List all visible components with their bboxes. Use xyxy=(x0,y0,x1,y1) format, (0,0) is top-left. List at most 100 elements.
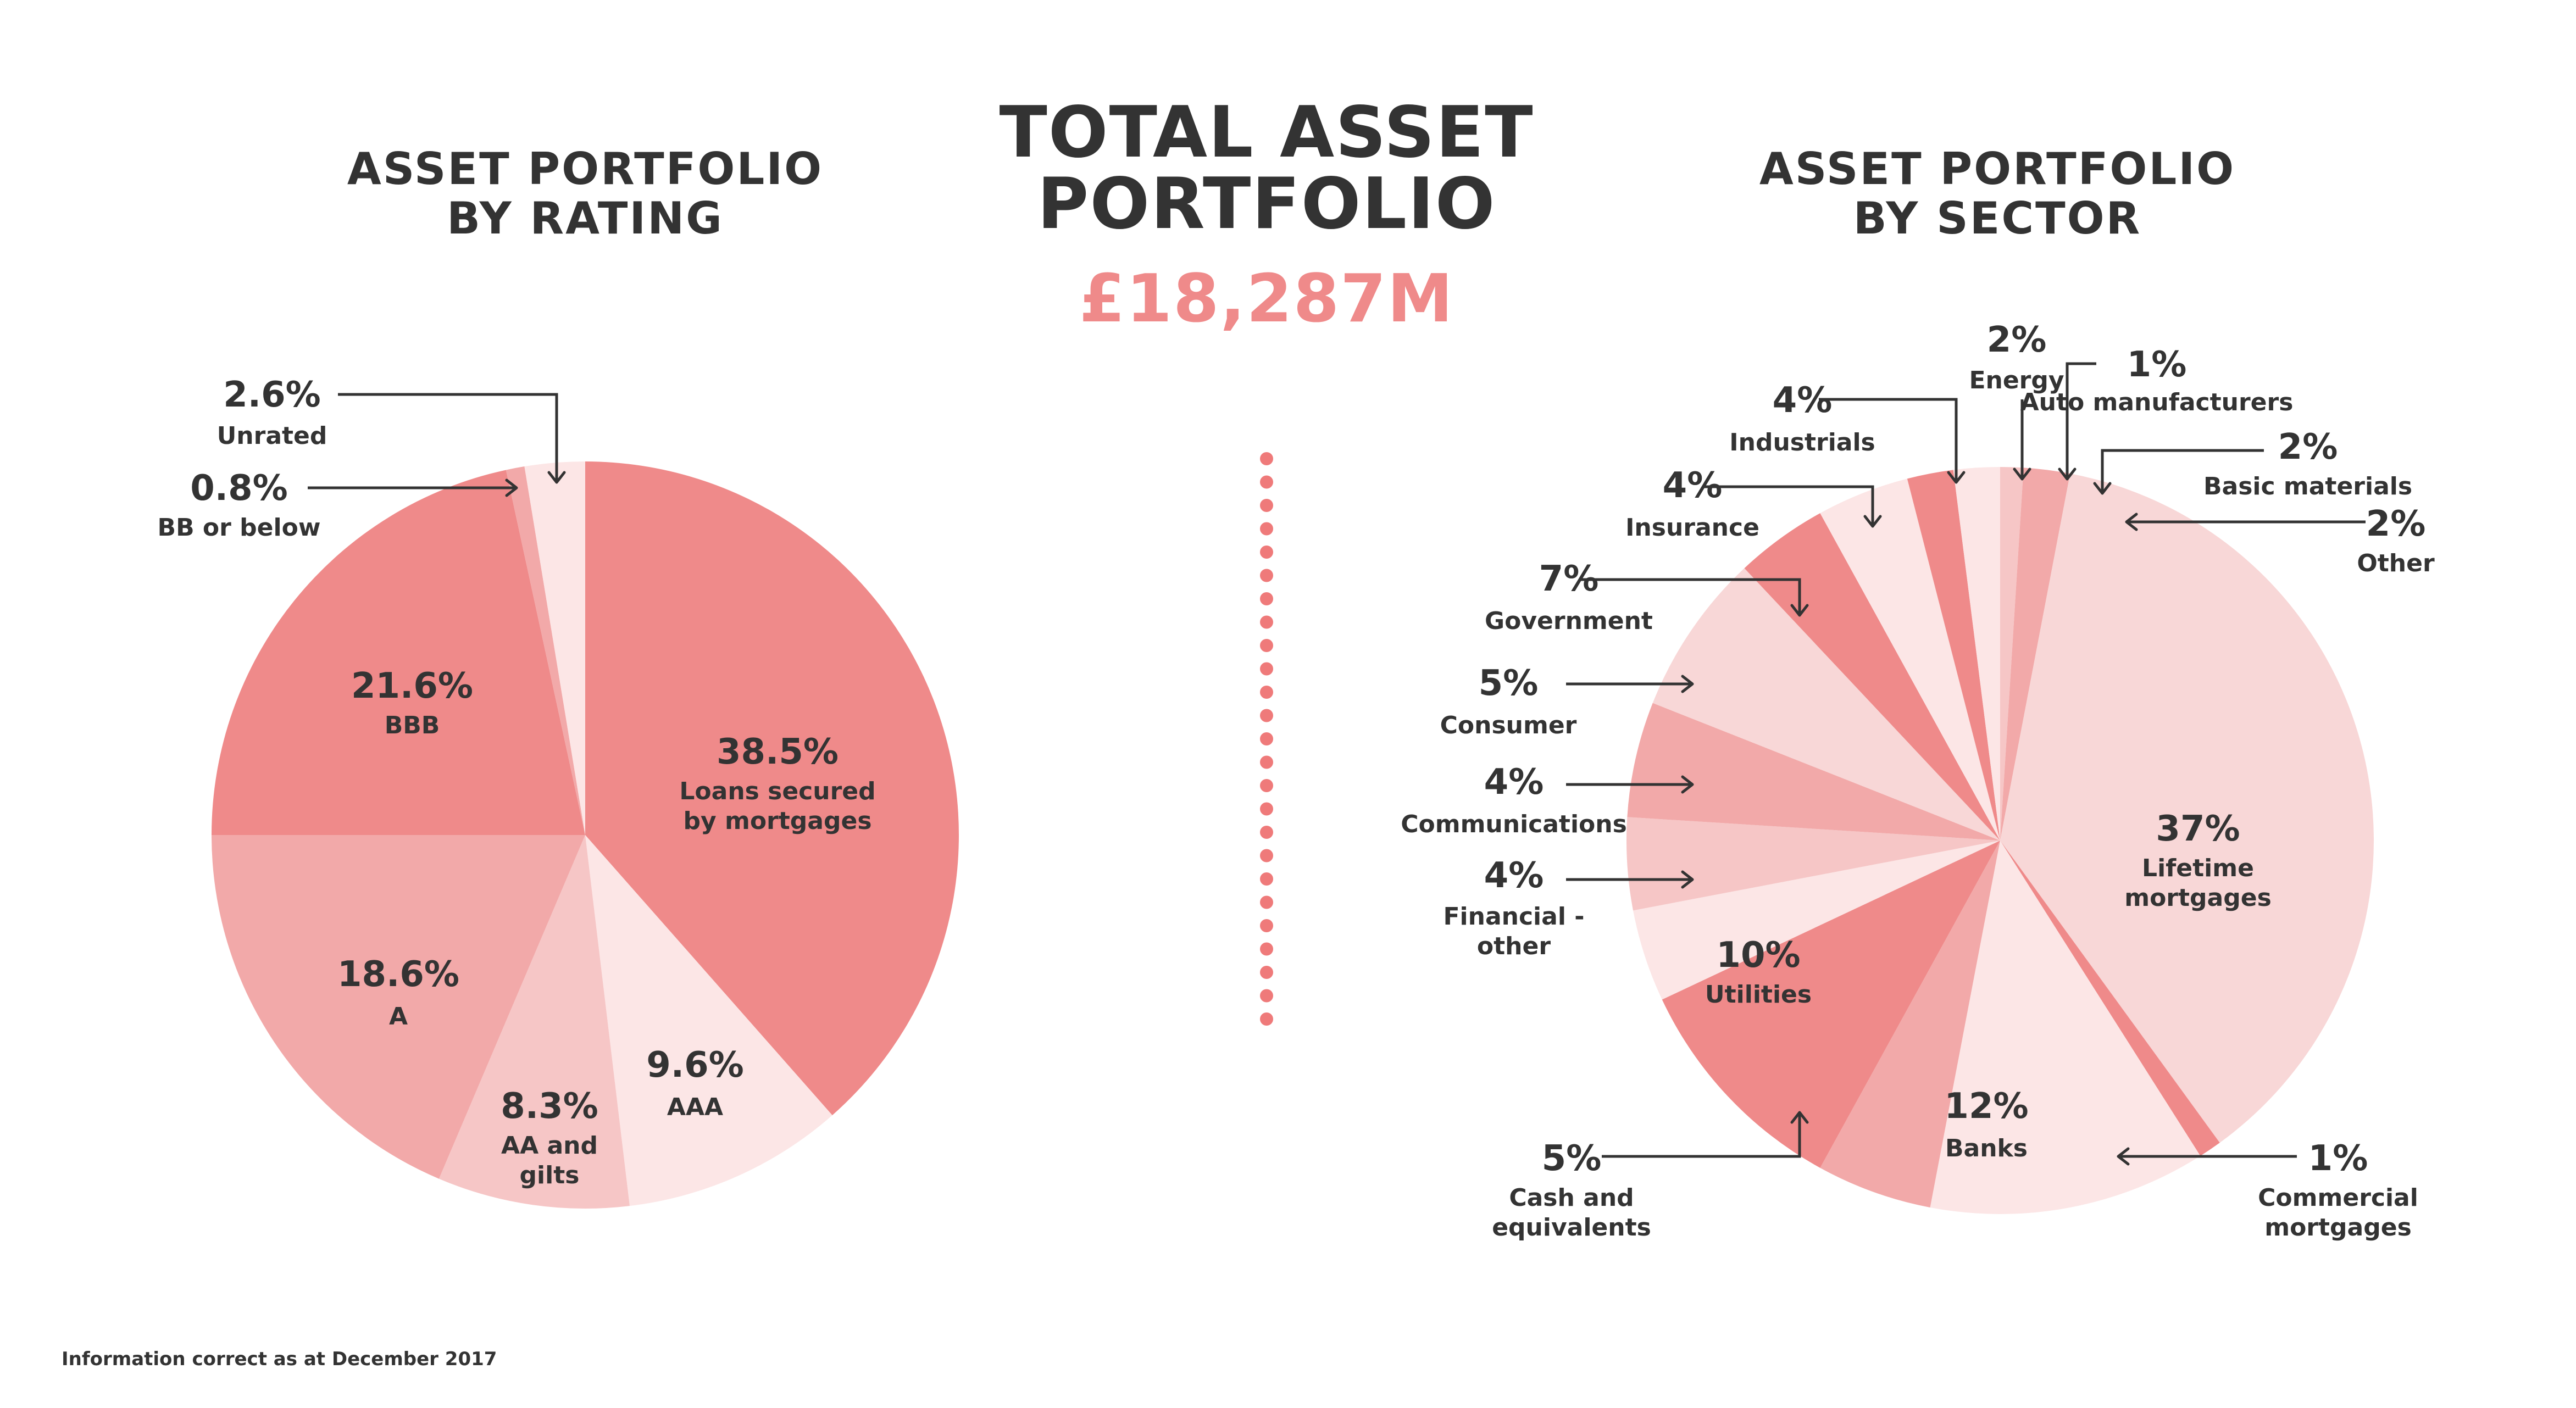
slice-label: Communications xyxy=(1401,810,1627,838)
divider-dot xyxy=(1260,522,1273,536)
slice-percentage: 37% xyxy=(2156,809,2240,849)
slice-percentage: 4% xyxy=(1484,855,1544,896)
arrow-head xyxy=(547,471,566,484)
leader-line xyxy=(338,393,558,482)
divider-dot xyxy=(1260,849,1273,862)
divider-dot xyxy=(1260,592,1273,605)
slice-percentage: 2% xyxy=(2366,504,2426,544)
divider-dot xyxy=(1260,826,1273,839)
sector-pie-slice xyxy=(1820,478,2000,841)
sector-pie-slice xyxy=(1953,467,2000,841)
leader-line xyxy=(1819,398,1958,482)
slice-label: Lifetime xyxy=(2142,854,2254,882)
slice-percentage: 2% xyxy=(2278,427,2338,468)
sector-pie-slice xyxy=(2000,468,2070,841)
rating-pie-slice xyxy=(585,461,959,1116)
slice-label: Cash and xyxy=(1509,1184,1634,1212)
rating-pie-slice xyxy=(211,835,585,1179)
slice-percentage: 12% xyxy=(1944,1086,2028,1127)
slice-percentage: 4% xyxy=(1663,465,1723,506)
rating-pie-slice xyxy=(524,461,585,835)
rating-chart-title-line2: BY RATING xyxy=(447,193,724,244)
slice-label: AAA xyxy=(667,1093,723,1121)
arrow-head xyxy=(2093,482,2112,495)
slice-percentage: 7% xyxy=(1539,559,1599,599)
slice-percentage: 38.5% xyxy=(717,732,839,772)
sector-pie-slice xyxy=(1627,703,2000,841)
slice-percentage: 1% xyxy=(2127,344,2187,385)
divider-dot xyxy=(1260,475,1273,489)
sector-pie-slice xyxy=(1652,568,2000,841)
sector-pie-slice xyxy=(1633,841,2000,1000)
slice-percentage: 21.6% xyxy=(351,666,473,706)
leader-line xyxy=(1580,578,1801,615)
leader-line xyxy=(2101,449,2264,493)
arrow-head xyxy=(2117,1147,2130,1166)
slice-label: BBB xyxy=(385,711,440,739)
slice-label: Industrials xyxy=(1729,428,1875,457)
slice-label: Unrated xyxy=(217,422,327,450)
divider-dot xyxy=(1260,686,1273,699)
divider-dot xyxy=(1260,732,1273,745)
slice-label: Banks xyxy=(1945,1134,2028,1162)
divider-dot xyxy=(1260,802,1273,816)
arrow-head xyxy=(1790,1111,1809,1124)
sector-pie-slice xyxy=(1744,513,2000,841)
rating-pie-slice xyxy=(585,835,832,1206)
slice-label: Energy xyxy=(1969,366,2064,394)
divider-dot xyxy=(1260,499,1273,512)
arrow-head xyxy=(505,478,518,497)
divider-dot xyxy=(1260,452,1273,465)
slice-percentage: 4% xyxy=(1484,762,1544,803)
leader-lines xyxy=(308,362,2366,1166)
divider-dot xyxy=(1260,615,1273,629)
slice-percentage: 9.6% xyxy=(646,1045,744,1086)
slice-label: Basic materials xyxy=(2203,472,2412,500)
rating-pie-slice xyxy=(212,470,585,835)
slice-label: A xyxy=(389,1003,408,1031)
arrow-head xyxy=(1681,870,1694,889)
rating-pie-slice xyxy=(438,835,630,1209)
slice-label: by mortgages xyxy=(683,807,871,835)
slice-percentage: 10% xyxy=(1716,935,1800,976)
divider-dot xyxy=(1260,942,1273,956)
divider-dot xyxy=(1260,779,1273,792)
divider-dot xyxy=(1260,919,1273,932)
sector-pie-slice xyxy=(1907,470,2000,841)
slice-percentage: 4% xyxy=(1773,380,1833,421)
slice-label: mortgages xyxy=(2264,1214,2412,1242)
sector-pie-slice xyxy=(2000,841,2220,1156)
divider-dot xyxy=(1260,989,1273,1003)
footnote: Information correct as at December 2017 xyxy=(62,1348,497,1370)
divider-dot xyxy=(1260,569,1273,582)
arrow-head xyxy=(1863,515,1882,528)
arrow-head xyxy=(1947,471,1966,484)
divider-dot xyxy=(1260,546,1273,559)
arrow-head xyxy=(1790,604,1809,617)
divider-dot xyxy=(1260,966,1273,979)
slice-label: AA and xyxy=(501,1132,598,1160)
slice-percentage: 2.6% xyxy=(223,375,321,415)
slice-label: mortgages xyxy=(2124,884,2272,912)
slice-label: Loans secured xyxy=(679,777,875,805)
arrow-head xyxy=(1681,775,1694,794)
slice-label: Commercial xyxy=(2258,1184,2418,1212)
divider-dot xyxy=(1260,639,1273,652)
sector-chart-title-line2: BY SECTOR xyxy=(1853,193,2142,244)
sector-pie-slice xyxy=(1820,841,2000,1207)
slice-label: Other xyxy=(2357,549,2435,577)
arrow-head xyxy=(2058,468,2077,481)
slice-label: Auto manufacturers xyxy=(2020,388,2294,416)
slice-label: BB or below xyxy=(158,514,321,542)
sector-pie-slice xyxy=(2000,467,2024,841)
rating-chart-title-line1: ASSET PORTFOLIO xyxy=(347,143,823,194)
slice-label: gilts xyxy=(520,1161,580,1189)
sector-pie xyxy=(1626,467,2374,1214)
slice-percentage: 0.8% xyxy=(190,468,288,509)
divider-dot xyxy=(1260,872,1273,886)
rating-pie xyxy=(211,461,959,1209)
leader-line xyxy=(1602,1112,1801,1158)
divider-dot xyxy=(1260,895,1273,909)
total-title-line2: PORTFOLIO xyxy=(1037,163,1496,245)
dotted-divider xyxy=(1260,452,1273,1026)
